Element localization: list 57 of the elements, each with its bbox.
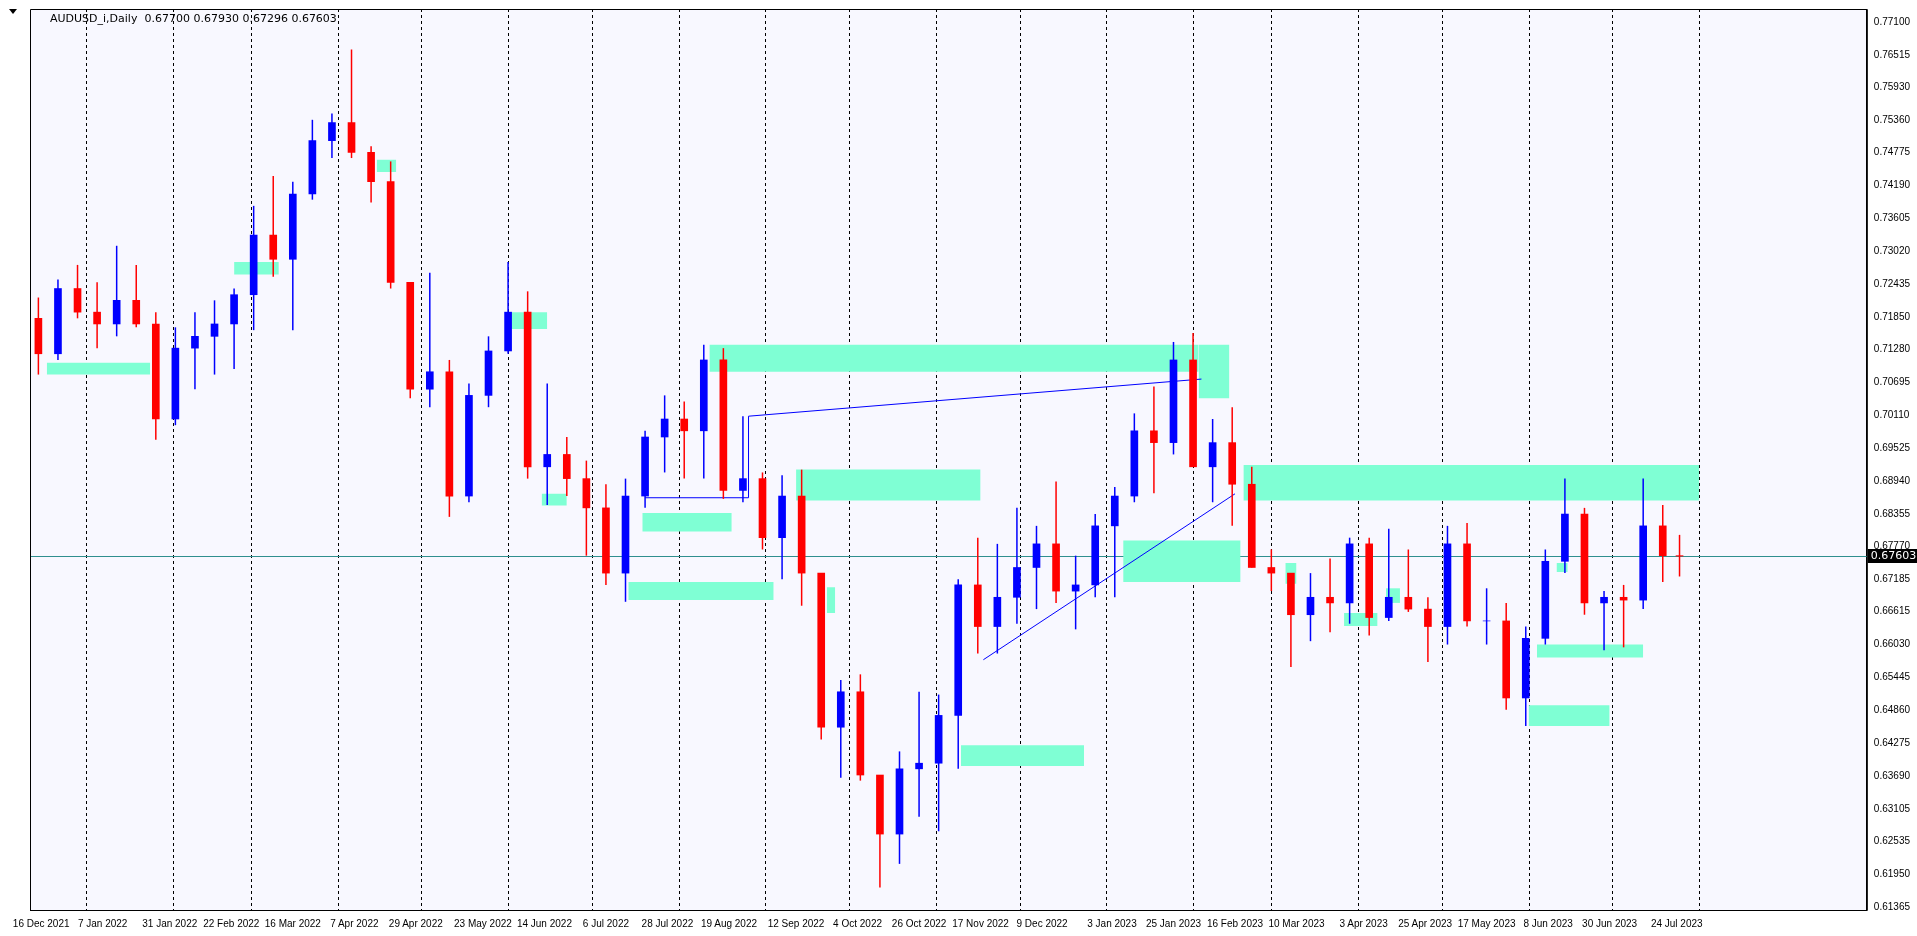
y-tick-label: 0.62535: [1873, 834, 1911, 846]
x-tick-label: 25 Apr 2023: [1398, 917, 1453, 929]
y-tick-label: 0.74775: [1873, 146, 1911, 158]
y-tick-label: 0.68355: [1873, 507, 1911, 519]
y-tick-label: 0.64860: [1873, 704, 1911, 716]
x-tick-label: 31 Jan 2022: [142, 917, 198, 929]
x-tick-label: 30 Jun 2023: [1582, 917, 1638, 929]
y-tick-label: 0.71280: [1873, 343, 1911, 355]
x-tick-label: 3 Apr 2023: [1339, 917, 1389, 929]
x-tick-label: 6 Jul 2022: [582, 917, 630, 929]
y-tick-label: 0.66615: [1873, 605, 1911, 617]
y-tick-label: 0.72435: [1873, 278, 1911, 290]
x-tick-label: 10 Mar 2023: [1268, 917, 1326, 929]
x-tick-label: 8 Jun 2023: [1523, 917, 1574, 929]
x-tick-label: 25 Jan 2023: [1145, 917, 1202, 929]
candlestick: [112, 245, 121, 338]
y-tick-label: 0.64275: [1873, 736, 1911, 748]
y-tick-label: 0.77100: [1873, 15, 1911, 27]
x-tick-label: 28 Jul 2022: [641, 917, 694, 929]
y-tick-label: 0.61950: [1873, 867, 1911, 879]
x-tick-label: 16 Feb 2023: [1206, 917, 1264, 929]
y-tick-label: 0.67185: [1873, 573, 1911, 585]
y-tick-label: 0.61365: [1873, 900, 1911, 912]
y-tick-label: 0.74190: [1873, 179, 1911, 191]
x-tick-label: 17 Nov 2022: [952, 917, 1010, 929]
y-tick-label: 0.65445: [1873, 671, 1911, 683]
x-tick-label: 7 Jan 2022: [77, 917, 128, 929]
x-tick-label: 4 Oct 2022: [833, 917, 883, 929]
x-tick-label: 22 Feb 2022: [203, 917, 260, 929]
x-tick-label: 16 Dec 2021: [12, 917, 70, 929]
y-tick-label: 0.73605: [1873, 212, 1911, 224]
y-tick-label: 0.75930: [1873, 81, 1911, 93]
y-tick-label: 0.73020: [1873, 245, 1911, 257]
x-tick-label: 17 May 2023: [1457, 917, 1516, 929]
x-tick-label: 7 Apr 2022: [330, 917, 379, 929]
y-tick-label: 0.71850: [1873, 310, 1911, 322]
y-tick-label: 0.63690: [1873, 769, 1911, 781]
y-tick-label: 0.75360: [1873, 113, 1911, 125]
x-tick-label: 16 Mar 2022: [264, 917, 322, 929]
x-tick-label: 19 Aug 2022: [700, 917, 758, 929]
x-tick-label: 29 Apr 2022: [388, 917, 444, 929]
x-tick-label: 9 Dec 2022: [1016, 917, 1069, 929]
y-tick-label: 0.76515: [1873, 48, 1911, 60]
y-tick-label: 0.69525: [1873, 441, 1911, 453]
x-tick-label: 12 Sep 2022: [767, 917, 825, 929]
y-tick-label: 0.66030: [1873, 638, 1911, 650]
x-tick-label: 14 Jun 2022: [516, 917, 573, 929]
x-tick-label: 23 May 2022: [454, 917, 513, 929]
chart-title: AUDUSD_i,Daily 0.67700 0.67930 0.67296 0.67603: [50, 11, 337, 25]
y-tick-label: 0.70110: [1873, 408, 1910, 420]
ref-line-label: 0.67603: [1870, 548, 1917, 562]
x-tick-label: 24 Jul 2023: [1650, 917, 1704, 929]
x-tick-label: 3 Jan 2023: [1087, 917, 1138, 929]
y-tick-label: 0.68940: [1873, 474, 1911, 486]
x-tick-label: 26 Oct 2022: [891, 917, 947, 929]
y-tick-label: 0.63105: [1873, 802, 1911, 814]
y-tick-label: 0.70695: [1873, 375, 1911, 387]
